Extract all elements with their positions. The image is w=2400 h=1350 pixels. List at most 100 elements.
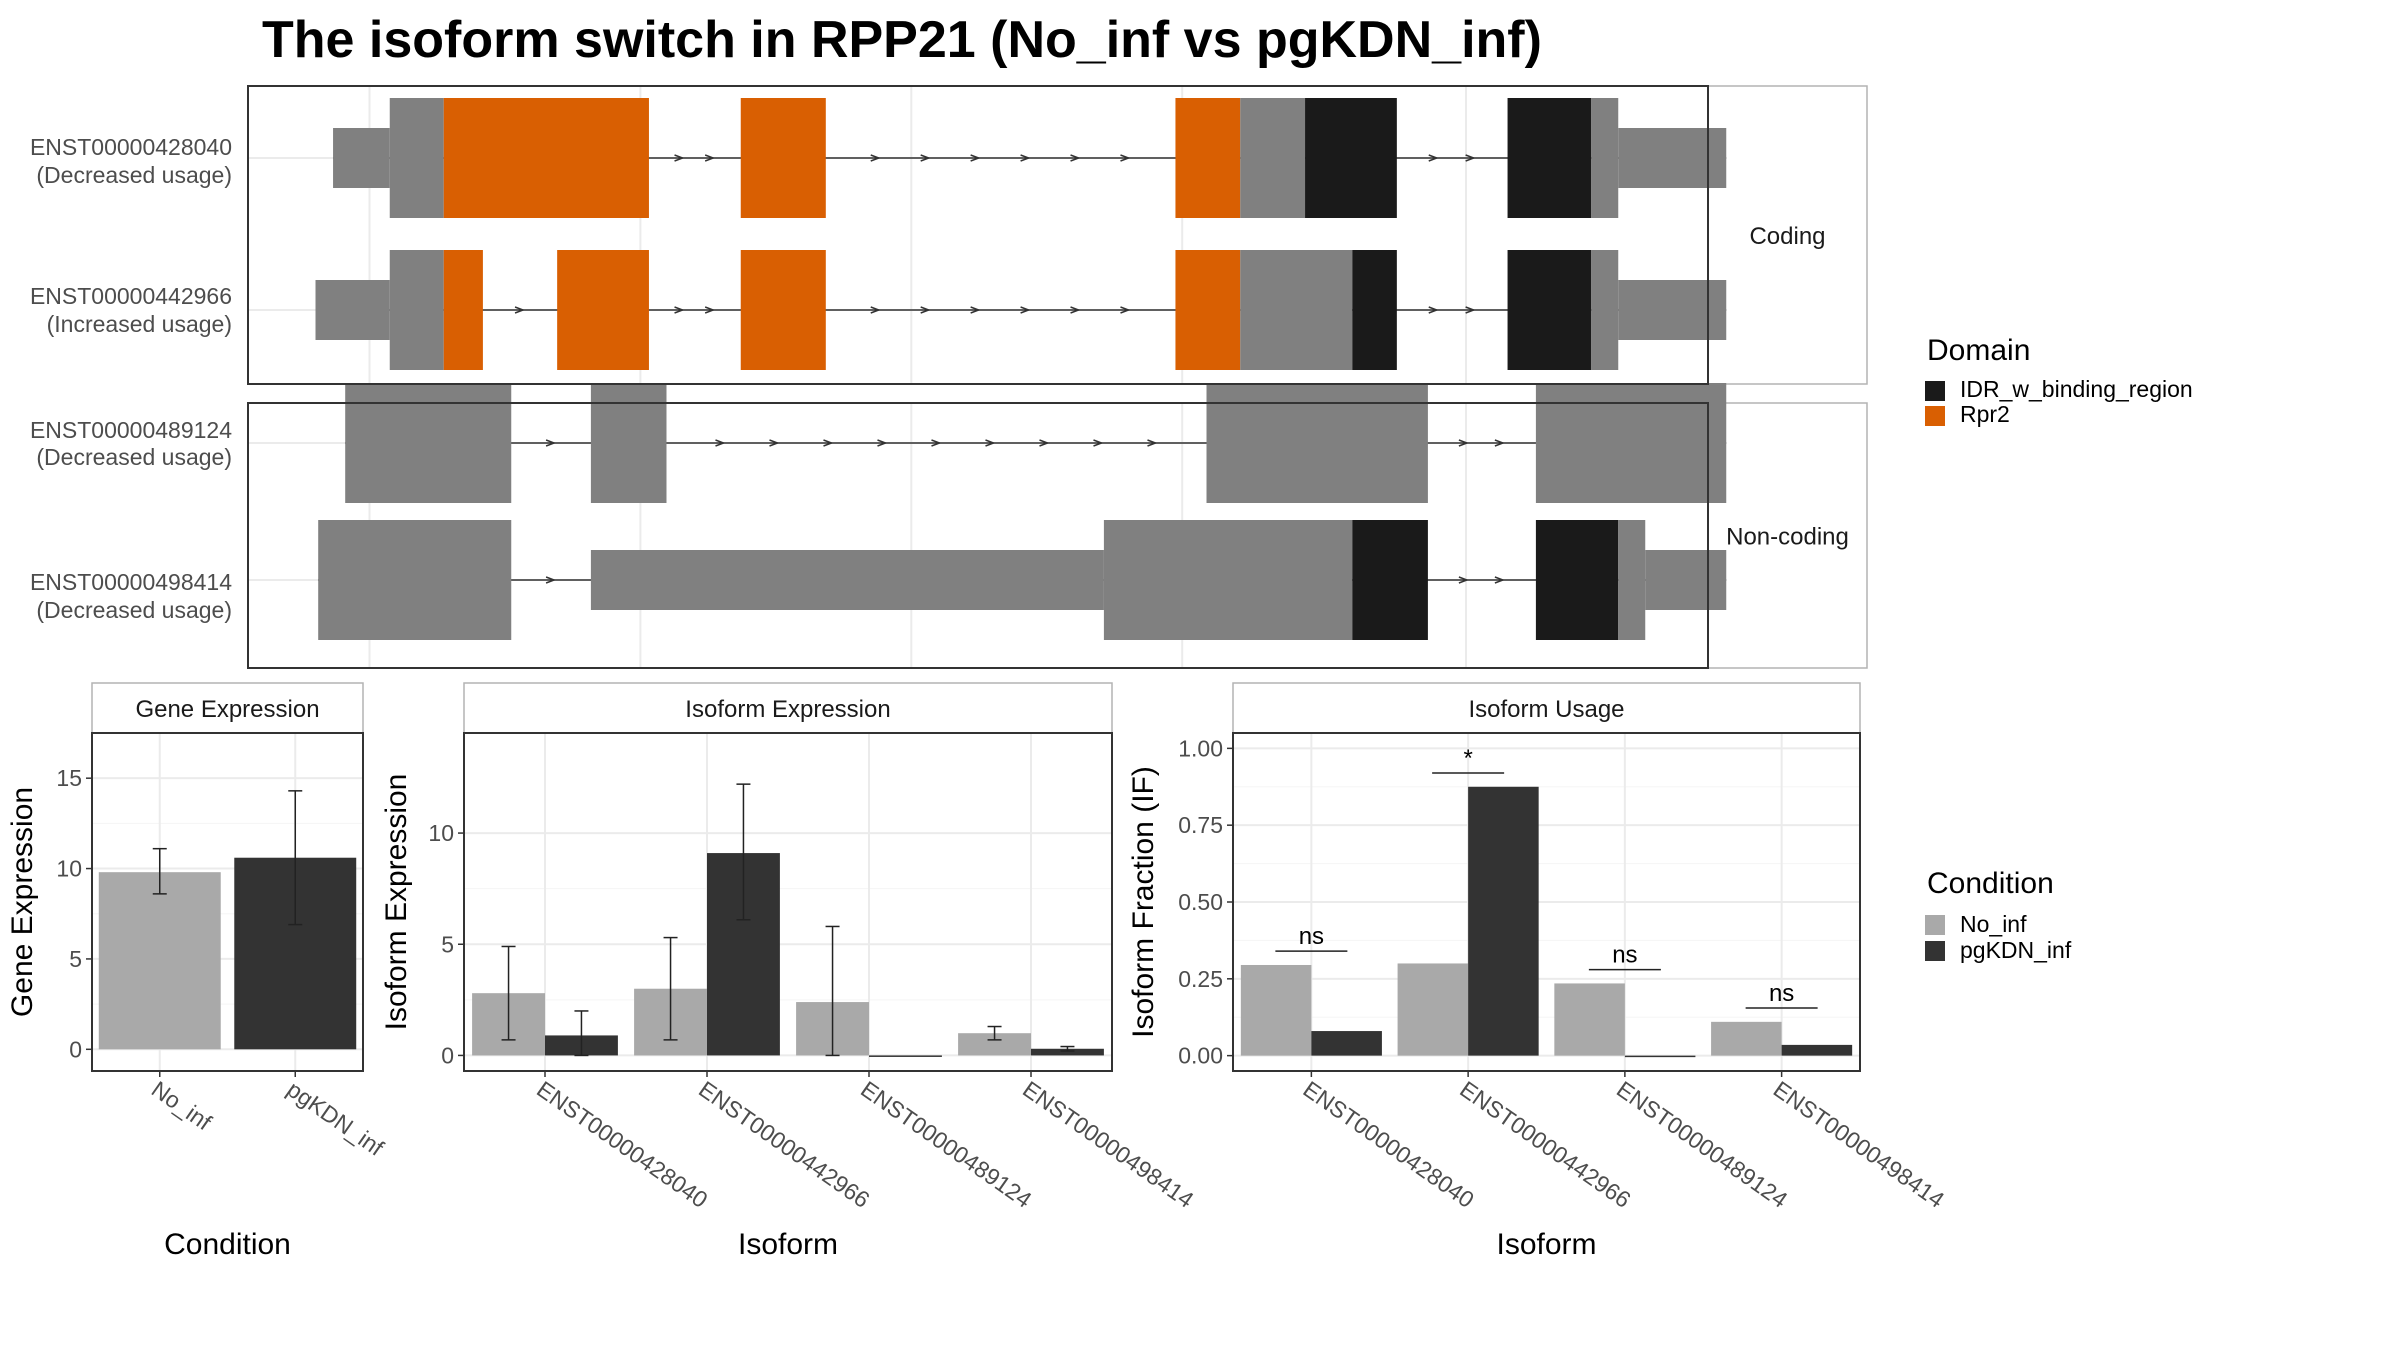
exon-block	[557, 250, 649, 370]
structure-facet-label: Coding	[1749, 223, 1825, 250]
isoform-usage-panel: Isoform Usage 0.00 0.25 0.50 0.75 1.00 ns ENST0…	[1127, 682, 1950, 1261]
x-tick-label: ENST00000428040	[532, 1076, 712, 1213]
domain-legend-key-rpr2	[1925, 406, 1945, 426]
intron-direction-arrow	[1465, 306, 1476, 314]
domain-legend-title: Domain	[1927, 334, 2030, 367]
exon-block	[1618, 128, 1727, 188]
intron-direction-arrow	[674, 154, 685, 162]
data-bar	[1781, 1044, 1853, 1056]
structure-facet-strip	[1707, 402, 1868, 669]
exon-block	[389, 250, 444, 370]
y-tick-label: 5	[441, 931, 454, 957]
intron-direction-arrow	[545, 439, 557, 447]
data-bar	[1031, 1048, 1104, 1056]
x-tick-label: ENST00000489124	[856, 1076, 1037, 1213]
y-tick-label: 0.50	[1178, 889, 1223, 915]
exon-block	[1535, 520, 1619, 640]
intron-direction-arrow	[1093, 439, 1104, 447]
x-axis-title: Isoform	[738, 1228, 838, 1261]
exon-block	[1103, 520, 1353, 640]
intron-direction-arrow	[823, 439, 834, 447]
intron-direction-arrow	[769, 439, 780, 447]
intron-direction-arrow	[877, 439, 888, 447]
intron-direction-arrow	[545, 576, 557, 584]
x-tick-label: pgKDN_inf	[282, 1076, 389, 1161]
structure-facet-frame	[247, 402, 1709, 669]
intron-direction-arrow	[514, 306, 526, 314]
panel-title-strip	[463, 682, 1113, 734]
y-tick-label: 15	[56, 765, 82, 791]
intron-direction-arrow	[704, 306, 716, 314]
intron-direction-arrow	[1070, 154, 1081, 162]
x-tick-label: ENST00000498414	[1769, 1076, 1950, 1213]
condition-legend-title: Condition	[1927, 867, 2054, 900]
data-bar	[1711, 1021, 1782, 1056]
significance-label: *	[1463, 745, 1472, 772]
data-bar	[1240, 964, 1312, 1056]
panel-frame	[1232, 732, 1861, 1072]
y-axis-title: Isoform Fraction (IF)	[1127, 766, 1160, 1038]
data-bar	[958, 1033, 1031, 1056]
condition-legend: Condition No_inf pgKDN_inf	[1925, 867, 2072, 963]
isoform-label: ENST00000489124	[30, 417, 232, 443]
exon-block	[1507, 250, 1592, 370]
exon-block	[443, 98, 649, 218]
significance-label: ns	[1769, 980, 1794, 1007]
exon-block	[1352, 520, 1428, 640]
exon-block	[740, 98, 826, 218]
intron-direction-arrow	[1070, 306, 1081, 314]
exon-block	[333, 128, 390, 188]
data-bar	[1624, 1055, 1696, 1058]
exon-block	[1352, 250, 1397, 370]
isoform-usage-label: (Decreased usage)	[36, 444, 232, 470]
intron-direction-arrow	[870, 154, 881, 162]
y-tick-label: 0.75	[1178, 812, 1223, 838]
exon-block	[1305, 98, 1397, 218]
exon-block	[1240, 98, 1306, 218]
x-axis-title: Isoform	[1496, 1228, 1596, 1261]
data-bar	[869, 1055, 942, 1057]
intron-direction-arrow	[870, 306, 881, 314]
exon-block	[1591, 250, 1619, 370]
isoform-label: ENST00000498414	[30, 569, 232, 595]
panel-title: Isoform Expression	[685, 696, 890, 723]
intron-direction-arrow	[1428, 154, 1439, 162]
exon-block	[740, 250, 826, 370]
condition-legend-label-pgkdn-inf: pgKDN_inf	[1960, 937, 2072, 963]
x-axis-title: Condition	[164, 1228, 291, 1261]
intron-direction-arrow	[704, 154, 716, 162]
exon-block	[443, 250, 483, 370]
exon-block	[1240, 250, 1353, 370]
y-tick-label: 5	[69, 946, 82, 972]
y-tick-label: 0.25	[1178, 966, 1223, 992]
intron-direction-arrow	[715, 439, 726, 447]
intron-direction-arrow	[1465, 154, 1476, 162]
intron-direction-arrow	[920, 306, 931, 314]
domain-legend-label-rpr2: Rpr2	[1960, 401, 2010, 427]
domain-legend: Domain IDR_w_binding_region Rpr2	[1925, 334, 2193, 427]
x-tick-label: ENST00000442966	[694, 1076, 874, 1213]
data-bar	[1468, 786, 1539, 1056]
condition-legend-label-no-inf: No_inf	[1960, 911, 2027, 937]
exon-block	[1175, 250, 1241, 370]
significance-label: ns	[1299, 923, 1324, 950]
condition-legend-key-pgkdn-inf	[1925, 941, 1945, 961]
x-tick-label: ENST00000428040	[1299, 1076, 1479, 1213]
intron-direction-arrow	[1494, 576, 1506, 584]
isoform-expression-panel: Isoform Expression0510ENST00000428040ENS…	[380, 682, 1199, 1261]
intron-direction-arrow	[1020, 154, 1031, 162]
intron-direction-arrow	[970, 306, 981, 314]
transcript-structure-panel: CodingNon-codingENST00000428040(Decrease…	[30, 85, 1868, 669]
intron-direction-arrow	[1120, 154, 1131, 162]
intron-direction-arrow	[1020, 306, 1031, 314]
isoform-usage-label: (Decreased usage)	[36, 162, 232, 188]
y-axis-title: Gene Expression	[6, 787, 39, 1017]
domain-legend-label-idr: IDR_w_binding_region	[1960, 376, 2193, 402]
isoform-label: ENST00000428040	[30, 134, 232, 160]
structure-facet-label: Non-coding	[1726, 524, 1849, 551]
exon-block	[1206, 383, 1428, 503]
x-tick-label: ENST00000498414	[1018, 1076, 1199, 1213]
x-tick-label: No_inf	[147, 1076, 217, 1136]
y-tick-label: 1.00	[1178, 735, 1223, 761]
